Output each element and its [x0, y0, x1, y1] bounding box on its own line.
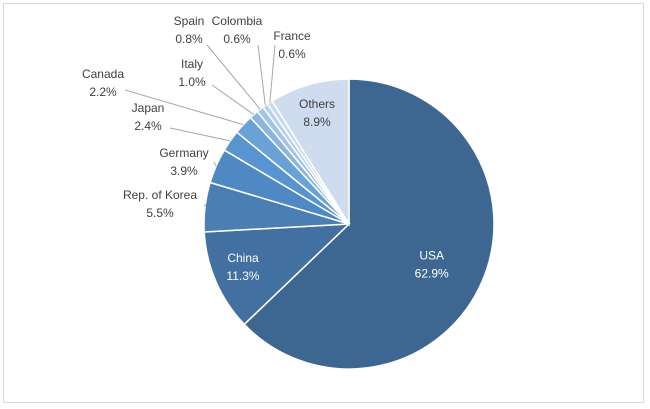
- label-germany-name: Germany: [159, 146, 208, 160]
- label-france-name: France: [273, 29, 311, 43]
- label-others-name: Others: [299, 97, 335, 111]
- label-china-value: 11.3%: [226, 269, 259, 283]
- label-canada-value: 2.2%: [89, 85, 117, 99]
- label-usa-name: USA: [419, 248, 444, 262]
- label-canada-name: Canada: [82, 67, 124, 81]
- slice-usa: [243, 78, 495, 370]
- label-china-name: China: [227, 251, 259, 265]
- slice-others: [271, 78, 350, 227]
- pie-slices: [203, 78, 495, 370]
- slice-china: [203, 223, 351, 326]
- leader-lines: [124, 44, 276, 207]
- slice-labels: USA 62.9% China 11.3% Rep. of Korea 5.5% Germa…: [82, 14, 449, 283]
- label-spain-value: 0.8%: [175, 32, 203, 46]
- leader-line-germany: [213, 161, 217, 167]
- leader-line-italy: [211, 84, 255, 115]
- label-spain-name: Spain: [174, 14, 205, 28]
- label-france-value: 0.6%: [278, 47, 306, 61]
- label-germany-value: 3.9%: [170, 164, 198, 178]
- leader-line-canada: [124, 89, 244, 126]
- leader-line-japan: [169, 127, 231, 142]
- leader-line-spain: [206, 44, 261, 110]
- label-italy-name: Italy: [181, 57, 203, 71]
- leader-line-colombia: [257, 44, 266, 106]
- label-usa-value: 62.9%: [415, 266, 449, 280]
- label-rep-of-korea-value: 5.5%: [146, 206, 174, 220]
- leader-line-france: [269, 44, 276, 103]
- label-others-value: 8.9%: [303, 115, 331, 129]
- label-rep-of-korea-name: Rep. of Korea: [123, 188, 197, 202]
- label-colombia-value: 0.6%: [223, 32, 251, 46]
- label-japan-name: Japan: [132, 101, 165, 115]
- label-colombia-name: Colombia: [212, 14, 263, 28]
- label-italy-value: 1.0%: [178, 75, 206, 89]
- label-japan-value: 2.4%: [134, 119, 162, 133]
